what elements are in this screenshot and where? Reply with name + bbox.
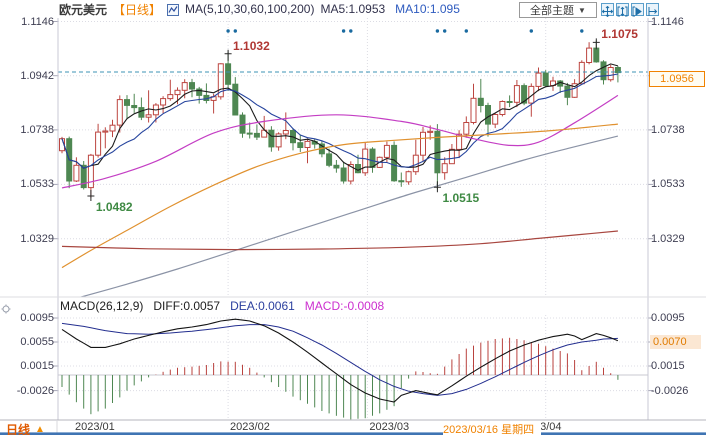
ma5-value: MA5:1.0953 bbox=[320, 2, 386, 16]
macd-macd-value: MACD:-0.0008 bbox=[304, 299, 385, 313]
price-tick-label: 1.0329 bbox=[20, 232, 54, 245]
price-tick-label: 1.0738 bbox=[20, 123, 54, 136]
ma-indicator-icon bbox=[167, 3, 180, 16]
crosshair-move-button[interactable] bbox=[601, 3, 614, 18]
price-tick-label: 1.0738 bbox=[651, 123, 685, 136]
month-label: 2023/01 bbox=[74, 421, 115, 433]
month-label: 2023/02 bbox=[230, 421, 270, 433]
low-price-annotation: 1.0482 bbox=[95, 199, 133, 214]
macd-tick-label: 0.0015 bbox=[20, 360, 54, 372]
period-selector[interactable]: 日线 ▲ bbox=[6, 421, 45, 435]
theme-dropdown-label: 全部主题 bbox=[530, 5, 575, 17]
chevron-down-icon: ▼ bbox=[578, 5, 586, 15]
chart-header: 欧元美元 【日线】 MA(5,10,30,60,100,200) MA5:1.0… bbox=[59, 1, 460, 17]
macd-tick-label: -0.0026 bbox=[651, 384, 689, 397]
high-price-annotation: 1.1032 bbox=[233, 38, 270, 53]
macd-params-label: MACD(26,12,9) bbox=[60, 299, 144, 313]
price-tick-label: 1.0329 bbox=[651, 232, 685, 245]
price-tick-label: 1.0533 bbox=[651, 178, 685, 191]
macd-header: MACD(26,12,9) DIFF:0.0057 DEA:0.0061 MAC… bbox=[60, 299, 384, 314]
macd-tick-label: 0.0095 bbox=[20, 312, 54, 324]
price-tick-label: 1.0942 bbox=[20, 69, 54, 82]
macd-diff-value: DIFF:0.0057 bbox=[153, 299, 221, 313]
pan-mode-button[interactable] bbox=[631, 3, 644, 17]
macd-tick-label: -0.0026 bbox=[16, 384, 54, 397]
interval-label: 【日线】 bbox=[113, 2, 162, 17]
macd-tick-label: 0.0055 bbox=[20, 336, 54, 348]
price-tick-label: 1.0533 bbox=[20, 178, 54, 191]
ma-settings-label: MA(5,10,30,60,100,200) bbox=[185, 2, 315, 16]
period-label: 日线 bbox=[6, 423, 31, 435]
macd-tick-label: 0.0015 bbox=[651, 360, 685, 372]
triangle-up-icon: ▲ bbox=[35, 424, 45, 435]
month-label: 2023/03 bbox=[369, 421, 410, 433]
ma10-value: MA10:1.095 bbox=[395, 2, 460, 16]
low-price-annotation: 1.0515 bbox=[442, 191, 480, 206]
price-tick-label: 1.1146 bbox=[21, 15, 54, 28]
indicator-settings-icon[interactable] bbox=[1, 301, 11, 319]
macd-tick-label: 0.0095 bbox=[651, 312, 685, 324]
axis-range-button[interactable] bbox=[616, 3, 629, 17]
last-price-badge: 1.0956 bbox=[649, 71, 705, 87]
price-tick-label: 1.1146 bbox=[651, 15, 684, 28]
page-title: 欧元美元 bbox=[59, 2, 108, 17]
macd-value-badge: 0.0070 bbox=[650, 335, 701, 349]
high-price-annotation: 1.1075 bbox=[601, 27, 638, 42]
crosshair-date-label: 2023/03/16 星期四 bbox=[443, 421, 542, 435]
shift-right-button[interactable] bbox=[646, 3, 659, 16]
theme-dropdown[interactable]: 全部主题 ▼ bbox=[519, 2, 597, 18]
macd-dea-value: DEA:0.0061 bbox=[230, 299, 295, 313]
